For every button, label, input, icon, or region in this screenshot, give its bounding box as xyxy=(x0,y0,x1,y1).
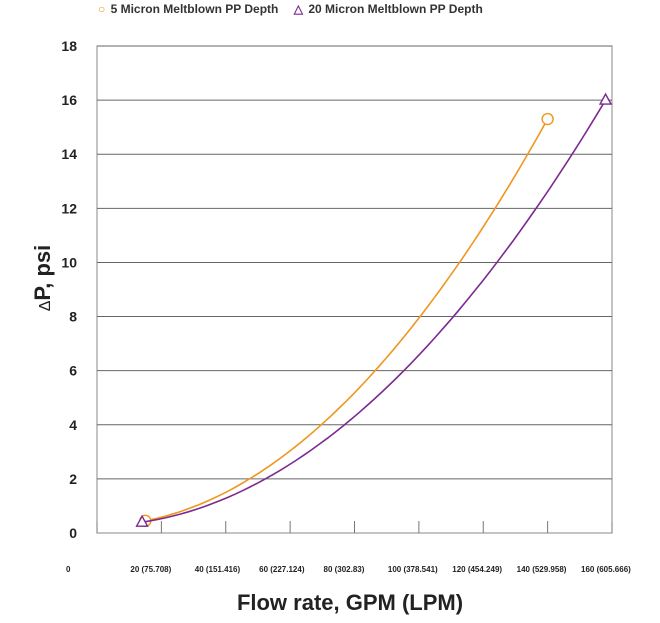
y-tick-label: 2 xyxy=(69,471,77,487)
x-axis-label: Flow rate, GPM (LPM) xyxy=(236,590,464,615)
plot-frame xyxy=(96,45,613,534)
y-tick-label: 12 xyxy=(61,200,77,216)
x-tick-label: 120 (454.249) xyxy=(452,565,502,574)
y-tick-label: 8 xyxy=(69,309,77,325)
data-point-triangle xyxy=(598,92,613,105)
legend-circle-marker-icon: ○ xyxy=(98,2,106,16)
y-tick-label: 10 xyxy=(61,254,77,270)
chart-legend: ○ 5 Micron Meltblown PP Depth △ 20 Micro… xyxy=(98,2,495,16)
y-tick-label: 18 xyxy=(61,38,77,54)
y-axis-label: ΔP, psi xyxy=(30,233,56,323)
y-axis-label-delta: Δ xyxy=(37,300,54,312)
legend-triangle-marker-icon: △ xyxy=(293,2,303,16)
x-tick-label: 60 (227.124) xyxy=(259,565,305,574)
y-axis-label-text: P, psi xyxy=(30,244,55,301)
y-tick-label: 14 xyxy=(61,146,77,162)
data-point-circle xyxy=(541,112,554,126)
series-line-20-micron xyxy=(141,99,607,523)
legend-item-20-micron: △ 20 Micron Meltblown PP Depth xyxy=(294,2,483,16)
x-tick-label: 0 xyxy=(66,565,71,574)
y-tick-label: 16 xyxy=(61,92,77,108)
y-tick-label: 4 xyxy=(69,417,77,433)
legend-label-20-micron: 20 Micron Meltblown PP Depth xyxy=(308,2,483,16)
legend-label-5-micron: 5 Micron Meltblown PP Depth xyxy=(110,2,279,16)
x-tick-label: 80 (302.83) xyxy=(324,565,365,574)
x-tick-label: 160 (605.666) xyxy=(581,565,631,574)
x-tick-label: 20 (75.708) xyxy=(130,565,171,574)
x-tick-label: 140 (529.958) xyxy=(517,565,567,574)
y-tick-label: 6 xyxy=(69,363,77,379)
x-tick-label: 40 (151.416) xyxy=(195,565,241,574)
data-point-triangle xyxy=(135,514,149,527)
x-tick-label: 100 (378.541) xyxy=(388,565,438,574)
legend-item-5-micron: ○ 5 Micron Meltblown PP Depth xyxy=(98,2,278,16)
series-line-5-micron xyxy=(145,118,549,522)
y-tick-label: 0 xyxy=(69,525,77,541)
